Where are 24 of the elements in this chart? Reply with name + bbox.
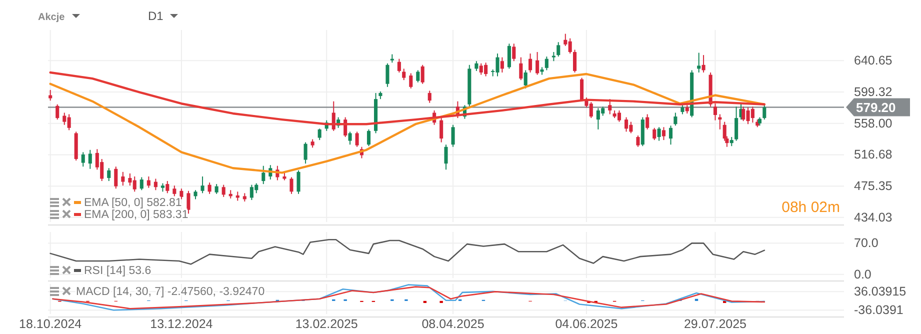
legend-label: RSI [14] 53.6 <box>84 265 152 277</box>
legend-label: EMA [50, 0] 582.81 <box>84 197 182 209</box>
y-tick-label: 558.00 <box>854 116 892 130</box>
y-tick-label: 599.32 <box>854 84 892 99</box>
ref-line-label: 579.20 <box>856 100 896 115</box>
y-tick-label: 475.35 <box>854 179 892 194</box>
x-tick-label: 29.07.2025 <box>684 317 747 331</box>
y-tick-label: 434.03 <box>854 210 892 224</box>
x-tick-label: 18.10.2024 <box>19 317 82 331</box>
y-tick-label: 36.03915 <box>854 284 906 299</box>
legend-label: EMA [200, 0] 583.31 <box>84 209 188 221</box>
legend-title: MACD [14, 30, 7] -2.47560, -3.92470 <box>76 286 265 298</box>
y-tick-label: 70.0 <box>854 236 878 250</box>
y-tick-label: 640.65 <box>854 54 892 68</box>
x-tick-label: 13.02.2025 <box>295 317 358 331</box>
x-tick-label: 13.12.2024 <box>150 317 213 331</box>
y-tick-label: 516.68 <box>854 148 892 162</box>
x-tick-label: 04.06.2025 <box>555 317 618 331</box>
annotation: 08h 02m <box>782 199 840 216</box>
text: Akcje <box>38 12 66 23</box>
y-tick-label: 0.0 <box>854 267 872 282</box>
text: D1 <box>148 9 164 23</box>
y-tick-label: -36.0391 <box>854 303 904 318</box>
x-tick-label: 08.04.2025 <box>422 317 484 331</box>
